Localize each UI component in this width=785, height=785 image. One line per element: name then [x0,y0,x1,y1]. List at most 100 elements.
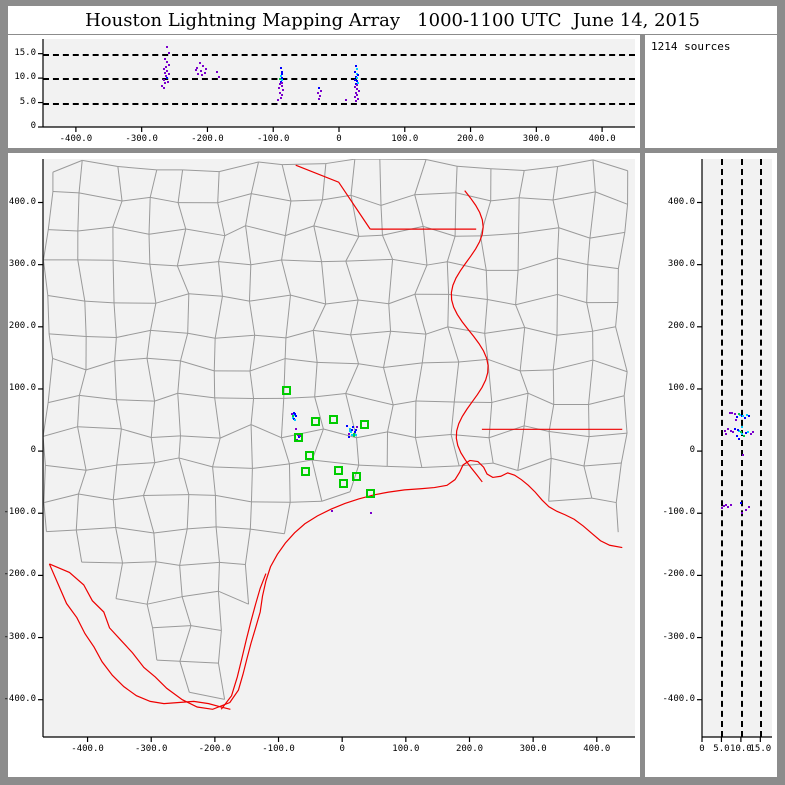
lightning-source-point [299,435,302,438]
axis-tick-label: -100.0 [3,507,36,518]
lma-station-marker[interactable] [329,414,339,424]
lightning-source-point [278,91,281,94]
lightning-source-point [729,411,731,414]
lightning-source-point [165,66,167,69]
lightning-source-point [317,97,320,100]
plan-view-panel: -400.0 -300.0 -200.0 -100.0 0 100.0 200.0 300.0… [3,153,640,777]
axis-tick-label: 0 [339,744,345,754]
lightning-source-point [164,57,167,60]
lma-station-marker[interactable] [305,450,315,460]
plan-view-axes [38,159,635,742]
lightning-source-point [290,413,293,416]
lightning-source-point [353,435,356,438]
lma-station-marker[interactable] [301,466,311,476]
axis-tick-label: 300.0 [667,258,695,269]
lightning-source-point [721,507,724,510]
lightning-source-point [370,512,373,515]
lightning-source-point [295,427,298,430]
lightning-source-point [167,73,170,76]
lma-station-marker[interactable] [339,479,349,489]
axis-tick-label: 200.0 [457,134,485,144]
lightning-source-point [280,80,283,83]
lightning-source-point [736,435,738,438]
axis-tick-label: 0 [30,121,36,131]
source-count-label: 1214 sources [651,40,731,53]
lightning-source-point [295,438,298,441]
lightning-source-point [163,78,166,81]
lightning-source-point [357,97,360,100]
lightning-source-point [195,67,198,70]
lightning-source-point [203,71,206,74]
lightning-source-point [165,75,167,78]
lightning-source-point [279,83,282,86]
title-bar: Houston Lightning Mapping Array 1000-110… [8,6,777,34]
lightning-source-point [205,68,208,71]
lightning-source-point [319,89,322,92]
lightning-source-point [740,426,743,429]
axis-tick-label: -300.0 [3,631,36,642]
lightning-source-point [278,87,281,90]
lightning-source-point [199,70,202,73]
lightning-source-point [746,430,749,433]
axis-tick-label: -400.0 [59,134,93,144]
lightning-source-point [353,85,356,88]
lightning-source-point [355,80,358,83]
lightning-source-point [166,70,169,73]
lightning-source-point [166,80,169,83]
lightning-source-point [356,77,359,80]
lightning-source-point [744,432,747,435]
height-vs-north-plot-area[interactable] [702,159,772,737]
lightning-source-point [167,51,170,54]
axis-tick-label: 300.0 [519,744,547,754]
lma-station-marker[interactable] [352,471,362,481]
gridline-vertical [760,159,763,737]
gridline-horizontal [43,78,635,81]
lightning-source-point [355,99,358,102]
lightning-source-point [198,62,201,65]
time-height-plot-area[interactable] [43,39,635,127]
axis-tick-label: 300.0 [522,134,550,144]
axis-tick-label: 5.0 [19,96,36,107]
lightning-source-point [294,412,297,415]
lma-station-marker[interactable] [334,465,344,475]
lightning-source-point [346,425,349,428]
lightning-source-point [735,419,738,422]
axis-tick-label: -300.0 [134,744,168,754]
lightning-source-point [330,509,333,512]
lightning-source-point [318,86,321,89]
lma-station-marker[interactable] [282,386,292,396]
lightning-source-point [355,65,358,68]
axis-tick-label: -200.0 [198,744,232,754]
axis-tick-label: -200.0 [191,134,224,144]
axis-tick-label: -300.0 [662,631,695,642]
axis-tick-label: 0 [699,744,705,754]
lightning-source-point [280,96,283,99]
lightning-source-point [746,414,749,417]
axis-tick-label: -400.0 [662,693,695,704]
lightning-source-point [734,427,737,430]
axis-tick-label: 0 [30,445,36,456]
axis-tick-label: -200.0 [3,569,36,580]
lightning-source-point [280,67,283,70]
lightning-source-point [280,85,283,88]
lightning-source-point [739,431,742,434]
lma-station-marker[interactable] [359,419,369,429]
lma-station-marker[interactable] [366,489,376,499]
lma-station-marker[interactable] [293,433,303,443]
lightning-source-point [281,82,284,84]
lightning-source-point [292,417,295,420]
lightning-source-point [741,432,744,435]
lightning-source-point [316,92,319,95]
lightning-source-point [743,434,745,437]
lma-station-marker[interactable] [311,417,321,427]
axis-tick-label: -400.0 [71,744,104,754]
lightning-source-point [164,82,167,85]
lightning-source-point [732,431,735,434]
plan-view-plot-area[interactable] [43,159,635,737]
gridline-horizontal [43,102,635,105]
axis-tick-label: 100.0 [667,382,695,393]
lightning-source-point [163,87,166,90]
lightning-source-point [741,512,744,515]
lightning-source-point [353,431,356,434]
